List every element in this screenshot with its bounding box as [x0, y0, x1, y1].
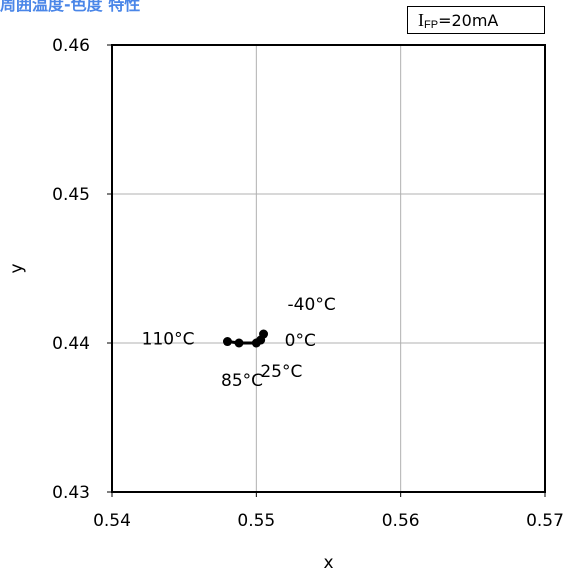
y-axis-label: y — [7, 263, 27, 273]
x-tick-label: 0.56 — [382, 511, 420, 531]
condition-value: =20mA — [438, 11, 499, 30]
chart-title: 周囲温度-色度 特性 — [0, 0, 141, 14]
point-label: 110°C — [142, 330, 195, 350]
data-point — [251, 338, 261, 348]
x-tick-label: 0.55 — [237, 511, 275, 531]
condition-label: IFP=20mA — [407, 6, 545, 34]
condition-symbol: I — [418, 10, 424, 30]
point-label: 25°C — [260, 362, 302, 382]
point-label: 0°C — [285, 331, 316, 351]
y-tick-label: 0.43 — [52, 483, 90, 503]
x-tick-label: 0.57 — [526, 511, 564, 531]
point-label: 85°C — [221, 371, 263, 391]
point-label: -40°C — [288, 295, 336, 315]
data-point — [234, 338, 244, 348]
x-tick-label: 0.54 — [93, 511, 131, 531]
y-tick-label: 0.44 — [52, 334, 90, 354]
data-series: -40°C 0°C 25°C85°C 110°C — [142, 295, 336, 391]
gridlines — [112, 45, 545, 492]
axis-ticks: 0.54 0.55 0.56 0.57 0.43 0.44 0.45 0.46 — [52, 36, 564, 531]
data-point — [222, 337, 232, 347]
plot-area — [111, 44, 546, 493]
condition-subscript: FP — [424, 19, 439, 31]
y-tick-label: 0.45 — [52, 185, 90, 205]
x-axis-label: x — [323, 553, 333, 573]
y-tick-label: 0.46 — [52, 36, 90, 56]
